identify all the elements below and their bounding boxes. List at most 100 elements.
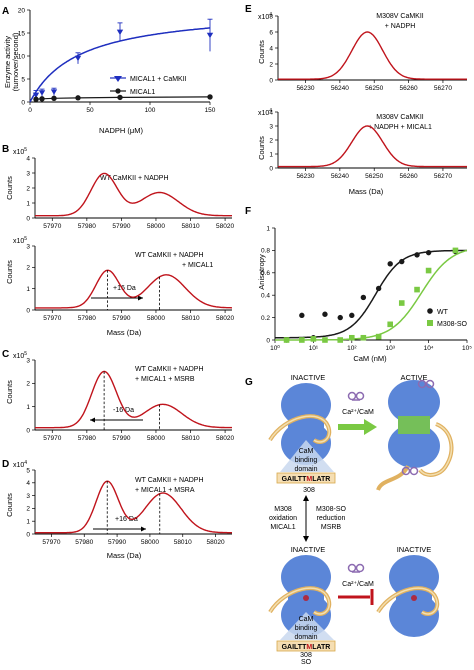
- data-point: [375, 333, 382, 340]
- legend-label-wt: WT: [437, 309, 449, 316]
- data-point: [337, 314, 343, 321]
- panel-a-xlabel: NADPH (μM): [99, 126, 143, 135]
- bottom-sequence-box: [276, 640, 336, 652]
- bottom-zoom-wedge: [280, 612, 334, 640]
- panel-b2-arrowhead-icon: [138, 295, 143, 301]
- panel-g-bottom-right-state: INACTIVE: [397, 545, 432, 554]
- spectrum-line: [278, 125, 467, 168]
- panel-b2-shift-label: +16 Da: [113, 285, 136, 292]
- data-point: [398, 300, 405, 306]
- data-point: [399, 258, 405, 265]
- data-point: [414, 252, 420, 258]
- fit-line-0: [275, 249, 467, 339]
- panel-b1-ylabel: Counts: [5, 176, 14, 200]
- y-tick-label: 4: [26, 480, 30, 487]
- y-tick-label: 0: [269, 77, 273, 84]
- y-tick-label: 2: [269, 61, 273, 68]
- x-tick-label: 56270: [434, 85, 452, 92]
- data-point: [322, 337, 328, 343]
- x-tick-label: 57990: [112, 315, 130, 322]
- legend-label-m308-so: M308-SO: [437, 321, 468, 328]
- chart-a: 0 50 100 150 0 5 10 15 20: [18, 7, 216, 114]
- camkii-active-top: [376, 380, 454, 491]
- y-tick-label: 2: [26, 381, 30, 388]
- legend-marker-mical1-camkii: [114, 76, 122, 82]
- chart-c: 57970 57980 57990 58000 58010 58020 0 1 2 3: [26, 357, 234, 442]
- panel-f-legend: WT M308-SO: [427, 308, 468, 328]
- panel-a-ylabel-2: (turnover/second): [11, 32, 20, 91]
- panel-g: G INACTIVE ACTIVE CaM binding domain GAI…: [245, 373, 454, 666]
- top-domain-label-2: binding: [295, 457, 318, 464]
- y-tick-label: 20: [18, 7, 26, 14]
- y-tick-label: 8: [269, 13, 273, 20]
- panel-g-top-right-state: ACTIVE: [400, 373, 427, 382]
- x-tick-label: 150: [205, 107, 216, 114]
- bottom-domain-label-2: binding: [295, 625, 318, 632]
- y-tick-label: 0: [21, 99, 25, 106]
- panel-d-shift-label: +16 Da: [115, 516, 138, 523]
- bottom-domain-label-3: domain: [295, 634, 318, 641]
- panel-d-exponent: x104: [13, 460, 27, 469]
- panel-c-ylabel: Counts: [5, 380, 14, 404]
- x-tick-label: 57980: [78, 435, 96, 442]
- panel-b1-exponent: x105: [13, 147, 27, 156]
- x-tick-label: 57970: [42, 539, 60, 546]
- panel-c-letter: C: [2, 349, 9, 360]
- oxidation-label-1: M308: [274, 506, 292, 513]
- panel-b: B Counts x105 WT CaMKII + NADPH Counts x…: [2, 144, 213, 337]
- data-point: [425, 267, 432, 274]
- panel-b-letter: B: [2, 144, 9, 155]
- panel-c: C Counts x105 WT CaMKII + NADPH + MICAL1…: [2, 349, 204, 423]
- reduction-label-1: M308-SO: [316, 506, 347, 513]
- y-tick-label: 0: [26, 215, 30, 222]
- chart-b1: 57970 57980 57990 58000 58010 58020 0 1 2 3 4: [26, 155, 234, 230]
- data-point: [38, 90, 46, 96]
- y-tick-label: 3: [26, 357, 30, 364]
- spectrum-line: [35, 172, 232, 217]
- activation-arrow-icon: [338, 419, 377, 435]
- legend-marker-m308-so: [427, 320, 433, 326]
- top-sequence-box: [276, 472, 336, 484]
- y-tick-label: 0.4: [261, 293, 270, 300]
- y-tick-label: 1: [26, 404, 30, 411]
- panel-c-annotation-1: WT CaMKII + NADPH: [135, 366, 204, 373]
- panel-e1-exponent: x104: [258, 12, 272, 21]
- x-tick-label: 10¹: [309, 345, 319, 352]
- panel-f-letter: F: [245, 206, 251, 217]
- chart-e1: 56230 56240 56250 56260 56270 0 2 4 6 8: [269, 13, 467, 92]
- x-tick-label: 56250: [365, 85, 383, 92]
- x-tick-label: 50: [86, 107, 94, 114]
- legend-marker-wt: [427, 308, 433, 314]
- oxidation-label-3: MICAL1: [270, 524, 295, 531]
- x-tick-label: 57980: [78, 223, 96, 230]
- series-line-1: [35, 96, 211, 100]
- data-point: [375, 285, 382, 292]
- legend-label-mical1-camkii: MICAL1 + CaMKII: [130, 76, 187, 83]
- y-tick-label: 0.8: [261, 248, 270, 255]
- panel-a-legend: MICAL1 + CaMKII MICAL1: [110, 76, 187, 96]
- panel-b2-annotation-2: + MICAL1: [182, 262, 213, 269]
- panel-d-annotation-2: + MICAL1 + MSRA: [135, 487, 195, 494]
- x-tick-label: 56270: [434, 173, 452, 180]
- camkii-inactive-bottom-right: [376, 555, 440, 637]
- y-tick-label: 2: [26, 265, 30, 272]
- panel-a-ylabel-1: Enzyme activity: [3, 36, 12, 88]
- bottom-residue-number: 308: [300, 652, 312, 659]
- data-point: [299, 337, 305, 343]
- top-residue-number: 308: [303, 487, 315, 494]
- x-tick-label: 56240: [331, 85, 349, 92]
- data-point: [51, 95, 57, 102]
- data-point: [33, 96, 39, 102]
- x-tick-label: 58010: [181, 223, 199, 230]
- top-domain-label-1: CaM: [299, 448, 314, 455]
- panel-c-exponent: x105: [13, 351, 27, 360]
- data-point: [39, 96, 45, 102]
- panel-g-top-left-state: INACTIVE: [291, 373, 326, 382]
- bottom-sequence: GAILTTMLATR: [282, 644, 331, 651]
- panel-d-letter: D: [2, 459, 9, 470]
- y-tick-label: 4: [26, 155, 30, 162]
- spectrum-line: [278, 31, 467, 80]
- x-tick-label: 58000: [147, 315, 165, 322]
- panel-e2-annotation-2: + NADPH + MICAL1: [368, 124, 432, 131]
